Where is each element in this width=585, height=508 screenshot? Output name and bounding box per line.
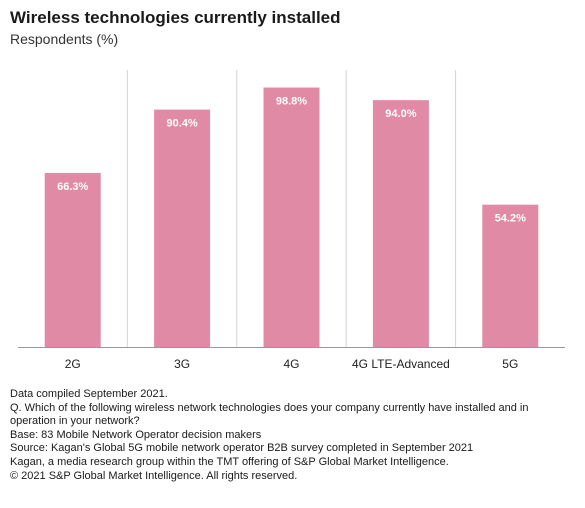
bar-4g-lte-advanced xyxy=(372,100,429,347)
note-line-source: Source: Kagan's Global 5G mobile network… xyxy=(10,442,474,455)
category-label-5g: 5G xyxy=(502,357,518,371)
bar-2g xyxy=(44,172,101,347)
bar-4g xyxy=(263,87,320,348)
note-line-copyright: © 2021 S&P Global Market Intelligence. A… xyxy=(10,469,298,482)
data-label-4g: 98.8% xyxy=(276,96,307,108)
chart-notes: Data compiled September 2021. Q. Which o… xyxy=(10,388,575,483)
data-label-3g: 90.4% xyxy=(166,118,197,130)
data-label-5g: 54.2% xyxy=(495,213,526,225)
note-line-base: Base: 83 Mobile Network Operator decisio… xyxy=(10,428,262,441)
bar-5g xyxy=(482,204,539,347)
note-line-question: Q. Which of the following wireless netwo… xyxy=(10,401,529,428)
chart-subtitle: Respondents (%) xyxy=(10,31,119,47)
category-label-4g-lte-advanced: 4G LTE-Advanced xyxy=(352,357,450,371)
note-line-date: Data compiled September 2021. xyxy=(10,388,168,400)
category-label-2g: 2G xyxy=(65,357,81,371)
bar-layer xyxy=(44,87,539,348)
bar-chart: 66.3% 2G 90.4% 3G 98.8% 4G 94.0% 4G LTE-Advance… xyxy=(18,70,565,371)
grid-layer xyxy=(18,70,565,348)
label-layer: 66.3% 2G 90.4% 3G 98.8% 4G 94.0% 4G LTE-Advance… xyxy=(57,96,526,371)
data-label-2g: 66.3% xyxy=(57,181,88,193)
category-label-4g: 4G xyxy=(283,357,299,371)
chart-title: Wireless technologies currently installe… xyxy=(10,8,341,27)
category-label-3g: 3G xyxy=(174,357,190,371)
data-label-4g-lte-advanced: 94.0% xyxy=(385,108,416,120)
bar-3g xyxy=(154,109,211,347)
note-line-kagan: Kagan, a media research group within the… xyxy=(10,455,449,468)
